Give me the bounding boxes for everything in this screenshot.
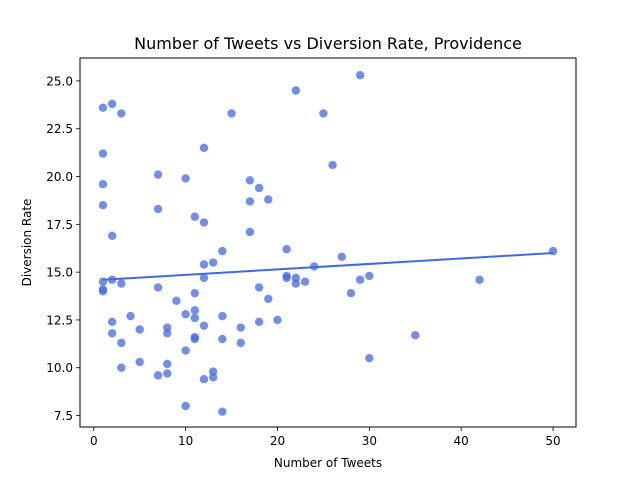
data-point — [153, 204, 163, 214]
y-tick-label: 7.5 — [54, 409, 73, 423]
y-tick-label: 17.5 — [46, 218, 73, 232]
data-point — [117, 109, 126, 118]
data-point — [319, 109, 328, 118]
plot-frame — [79, 57, 577, 428]
y-axis-label: Diversion Rate — [20, 199, 34, 287]
data-point — [98, 201, 108, 210]
data-point — [199, 273, 209, 283]
data-point — [172, 296, 181, 306]
data-point — [282, 273, 291, 283]
data-point — [153, 371, 163, 380]
data-point — [291, 273, 301, 283]
data-point — [181, 346, 190, 355]
x-tick-label: 20 — [270, 434, 285, 448]
y-tick-label: 15.0 — [46, 266, 73, 280]
data-point — [365, 353, 374, 363]
data-point — [117, 363, 126, 372]
data-point — [337, 252, 346, 262]
x-tick-label: 30 — [362, 434, 377, 448]
x-tick-label: 0 — [90, 434, 98, 448]
x-tick-label: 50 — [545, 434, 560, 448]
data-point — [107, 317, 117, 327]
data-point — [227, 109, 236, 118]
data-point — [107, 231, 117, 241]
data-point — [218, 334, 227, 344]
trend-line-layer — [102, 252, 554, 281]
data-point — [236, 338, 245, 348]
data-point — [163, 323, 172, 332]
data-point — [153, 170, 163, 179]
data-point — [346, 288, 356, 298]
data-point — [254, 283, 264, 292]
data-point — [135, 325, 144, 334]
data-point — [190, 313, 200, 323]
data-point — [163, 369, 172, 378]
data-point — [208, 367, 218, 376]
data-point — [117, 338, 126, 348]
data-point — [190, 306, 200, 315]
data-point — [264, 294, 273, 304]
data-point — [153, 283, 163, 292]
data-point — [135, 357, 144, 367]
x-axis-label: Number of Tweets — [274, 456, 382, 470]
data-point — [291, 86, 301, 95]
data-point — [245, 227, 255, 237]
data-point — [190, 288, 200, 298]
x-axis-ticks: 0 10 20 30 40 50 — [90, 427, 561, 448]
data-point — [218, 311, 227, 321]
data-point — [365, 271, 374, 281]
y-tick-label: 20.0 — [46, 170, 73, 184]
trend-line — [102, 252, 554, 281]
y-tick-label: 25.0 — [46, 74, 73, 88]
data-point — [291, 279, 301, 288]
data-point — [199, 321, 209, 330]
data-point — [208, 258, 218, 267]
data-point — [199, 143, 209, 153]
y-tick-label: 22.5 — [46, 122, 73, 136]
data-point — [245, 176, 255, 185]
data-point — [355, 275, 365, 284]
y-axis-ticks: 7.5 10.0 12.5 15.0 17.5 20.0 22.5 25.0 — [46, 74, 80, 423]
data-point — [98, 179, 108, 189]
data-point — [163, 329, 172, 338]
x-tick-label: 10 — [178, 434, 193, 448]
data-point — [411, 331, 420, 340]
data-point — [107, 99, 117, 109]
data-point — [218, 407, 227, 416]
data-point — [98, 287, 108, 296]
data-point — [328, 160, 337, 170]
data-point — [218, 246, 227, 256]
data-point — [199, 218, 209, 227]
x-tick-label: 40 — [454, 434, 469, 448]
data-point — [190, 334, 200, 344]
y-tick-label: 12.5 — [46, 313, 73, 327]
data-point — [126, 311, 135, 321]
data-point — [117, 279, 126, 288]
data-point — [245, 197, 255, 206]
data-point — [254, 317, 264, 327]
chart-title: Number of Tweets vs Diversion Rate, Prov… — [134, 34, 522, 53]
data-point — [254, 183, 264, 193]
data-point — [190, 212, 200, 221]
y-tick-label: 10.0 — [46, 361, 73, 375]
data-point — [208, 373, 218, 382]
data-point — [282, 244, 291, 254]
data-point — [98, 103, 108, 112]
data-point — [355, 71, 365, 80]
data-point — [163, 359, 172, 369]
data-point — [264, 195, 273, 204]
data-point — [199, 260, 209, 269]
data-point — [107, 329, 117, 338]
data-point — [98, 149, 108, 158]
data-point — [181, 401, 190, 411]
data-point — [199, 375, 209, 384]
points-layer — [98, 71, 558, 416]
data-point — [475, 275, 484, 284]
data-point — [181, 174, 190, 183]
data-point — [300, 277, 310, 286]
data-point — [181, 310, 190, 319]
data-point — [273, 315, 282, 325]
data-point — [236, 323, 245, 332]
